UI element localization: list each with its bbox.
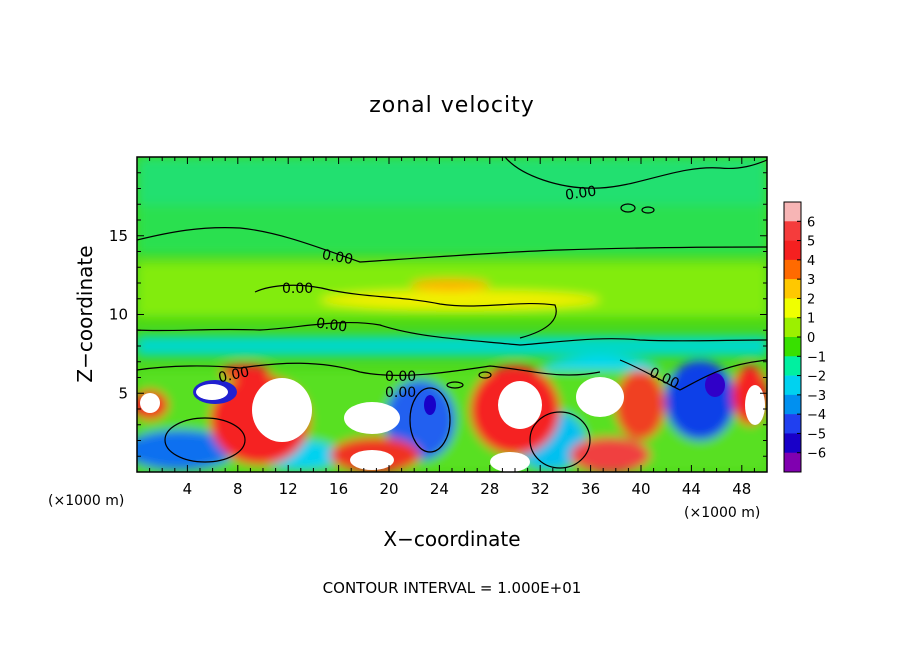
y-axis: 5 10 15 xyxy=(109,172,767,457)
field-yellow-streak xyxy=(320,290,600,310)
field-blue-patch-1 xyxy=(137,430,235,470)
core-white-6 xyxy=(576,377,624,417)
colorbar-tick-label: 3 xyxy=(807,273,815,288)
y-tick-label: 15 xyxy=(109,227,128,245)
x-tick-label: 44 xyxy=(682,480,701,498)
contour-line-right xyxy=(619,359,767,391)
colorbar-swatch xyxy=(784,298,801,319)
contour-line-low xyxy=(137,362,601,376)
contour-labels: 0.00 0.00 0.00 0.00 0.00 0.00 0.00 0.00 xyxy=(217,184,682,401)
field-upper-mid-band xyxy=(137,205,767,255)
contour-label: 0.00 xyxy=(385,369,416,385)
field-red-patch-1 xyxy=(615,370,665,440)
colorbar-tick-label: −3 xyxy=(807,389,826,404)
colorbar-swatch xyxy=(784,221,801,241)
contour-line-top xyxy=(504,157,767,189)
colorbar-tick-label: −5 xyxy=(807,427,826,442)
x-tick-label: 12 xyxy=(279,480,298,498)
colorbar-tick-label: −2 xyxy=(807,370,826,385)
velocity-field: 0.00 0.00 0.00 0.00 0.00 0.00 0.00 0.00 xyxy=(137,157,767,472)
contour-label: 0.00 xyxy=(564,184,597,204)
field-red-patch-5 xyxy=(570,437,650,472)
chart-title: zonal velocity xyxy=(369,93,535,118)
x-axis: 4 8 12 16 20 24 28 32 36 40 44 48 xyxy=(149,157,755,498)
contour-loop-4 xyxy=(620,203,636,213)
contour-label: 0.00 xyxy=(315,315,348,335)
colorbar-swatch xyxy=(784,433,801,454)
colorbar-swatch xyxy=(784,337,801,357)
x-unit-label-right: (×1000 m) xyxy=(684,505,760,521)
y-tick-label: 5 xyxy=(118,384,128,402)
contour-loop-1 xyxy=(409,387,451,453)
colorbar-tick-label: 4 xyxy=(807,254,815,269)
colorbar-swatch xyxy=(784,414,801,434)
colorbar-tick-label: 5 xyxy=(807,235,815,250)
x-tick-label: 28 xyxy=(480,480,499,498)
colorbar-swatch xyxy=(784,394,801,415)
contour-line-upper xyxy=(137,227,767,263)
y-tick-label: 10 xyxy=(109,306,128,324)
core-white-8 xyxy=(745,385,765,425)
field-cyan-band xyxy=(137,336,767,356)
contour-label: 0.00 xyxy=(282,281,313,297)
contour-loop-7 xyxy=(446,381,464,389)
field-blue-patch-3 xyxy=(665,360,735,440)
colorbar-tick-label: −1 xyxy=(807,350,826,365)
contour-label: 0.00 xyxy=(385,385,416,401)
field-orange-streak xyxy=(410,279,490,291)
x-tick-label: 20 xyxy=(379,480,398,498)
x-axis-label: X−coordinate xyxy=(383,527,520,551)
colorbar: 6 5 4 3 2 1 0 −1 −2 −3 −4 −5 −6 xyxy=(783,201,826,473)
colorbar-tick-label: 0 xyxy=(807,331,815,346)
core-purple-2 xyxy=(424,395,436,415)
colorbar-swatch xyxy=(784,356,801,376)
contour-label: 0.00 xyxy=(321,247,354,268)
y-axis-label: Z−coordinate xyxy=(73,245,97,382)
contour-loop-5 xyxy=(641,206,655,214)
x-tick-label: 4 xyxy=(183,480,193,498)
contour-lines xyxy=(137,157,767,469)
core-white-3 xyxy=(344,402,400,434)
colorbar-tick-label: −4 xyxy=(807,408,826,423)
contour-line-middle xyxy=(254,284,557,339)
field-red-patch-8 xyxy=(220,364,270,380)
core-white-4 xyxy=(350,450,394,470)
contour-loop-6 xyxy=(478,371,492,379)
contour-loop-2 xyxy=(529,411,591,469)
contour-loop-3 xyxy=(164,417,246,463)
x-tick-label: 40 xyxy=(631,480,650,498)
colorbar-swatch xyxy=(784,375,801,396)
colorbar-swatch xyxy=(784,202,801,222)
core-white-2 xyxy=(252,378,312,442)
x-tick-label: 32 xyxy=(531,480,550,498)
colorbar-swatch xyxy=(784,279,801,299)
x-tick-label: 48 xyxy=(732,480,751,498)
core-white-1 xyxy=(196,384,228,400)
core-white-9 xyxy=(490,452,530,472)
field-blue-patch-2 xyxy=(385,380,455,460)
colorbar-swatch xyxy=(784,240,801,261)
x-unit-label-left: (×1000 m) xyxy=(48,493,124,509)
x-tick-label: 24 xyxy=(430,480,449,498)
core-white-7 xyxy=(140,393,160,413)
contour-label: 0.00 xyxy=(217,364,251,386)
colorbar-tick-label: 2 xyxy=(807,292,815,307)
colorbar-swatch xyxy=(784,317,801,338)
colorbar-swatch xyxy=(784,452,801,473)
core-white-5 xyxy=(498,381,542,429)
x-tick-label: 8 xyxy=(233,480,243,498)
colorbar-tick-label: 1 xyxy=(807,312,815,327)
core-purple-1 xyxy=(705,373,725,397)
colorbar-swatch xyxy=(784,259,801,280)
x-tick-label: 36 xyxy=(581,480,600,498)
field-extreme-cores xyxy=(140,373,765,472)
x-tick-label: 16 xyxy=(329,480,348,498)
colorbar-tick-label: −6 xyxy=(807,447,826,462)
contour-interval-note: CONTOUR INTERVAL = 1.000E+01 xyxy=(323,579,582,597)
contour-line-lower xyxy=(137,321,767,346)
colorbar-tick-label: 6 xyxy=(807,215,815,230)
